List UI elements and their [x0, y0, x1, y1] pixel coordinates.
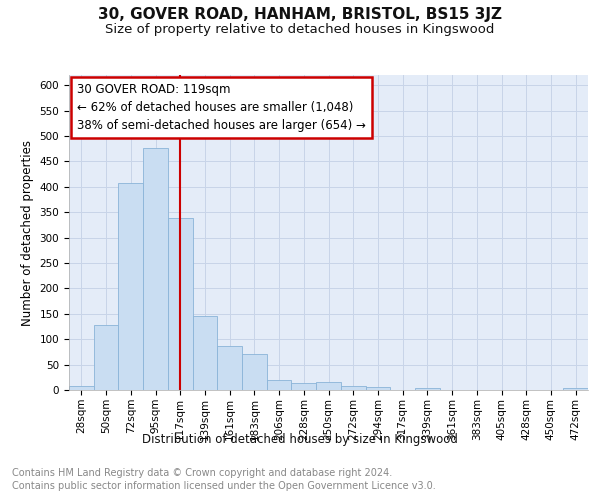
Bar — [193, 316, 217, 390]
Bar — [341, 386, 365, 390]
Y-axis label: Number of detached properties: Number of detached properties — [21, 140, 34, 326]
Bar — [242, 354, 267, 390]
Text: 30 GOVER ROAD: 119sqm
← 62% of detached houses are smaller (1,048)
38% of semi-d: 30 GOVER ROAD: 119sqm ← 62% of detached … — [77, 83, 365, 132]
Text: Size of property relative to detached houses in Kingswood: Size of property relative to detached ho… — [106, 22, 494, 36]
Bar — [316, 382, 341, 390]
Bar — [267, 380, 292, 390]
Bar — [69, 386, 94, 390]
Text: Distribution of detached houses by size in Kingswood: Distribution of detached houses by size … — [142, 432, 458, 446]
Bar — [292, 383, 316, 390]
Bar — [415, 388, 440, 390]
Bar — [118, 182, 143, 390]
Bar — [217, 346, 242, 390]
Text: Contains public sector information licensed under the Open Government Licence v3: Contains public sector information licen… — [12, 481, 436, 491]
Text: Contains HM Land Registry data © Crown copyright and database right 2024.: Contains HM Land Registry data © Crown c… — [12, 468, 392, 477]
Bar — [168, 218, 193, 390]
Bar — [143, 148, 168, 390]
Bar — [365, 388, 390, 390]
Text: 30, GOVER ROAD, HANHAM, BRISTOL, BS15 3JZ: 30, GOVER ROAD, HANHAM, BRISTOL, BS15 3J… — [98, 8, 502, 22]
Bar — [94, 325, 118, 390]
Bar — [563, 388, 588, 390]
